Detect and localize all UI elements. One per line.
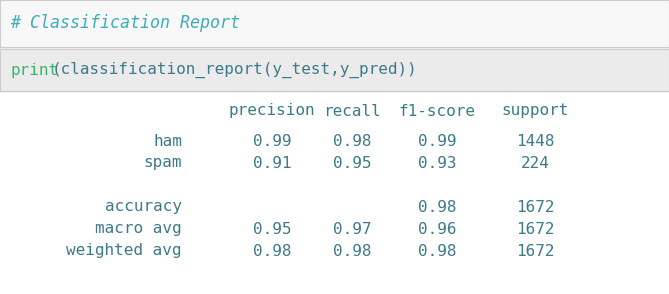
Bar xyxy=(0,93,669,294)
Text: 1672: 1672 xyxy=(516,221,554,236)
Text: # Classification Report: # Classification Report xyxy=(10,14,240,33)
Text: 0.93: 0.93 xyxy=(417,156,456,171)
Text: macro avg: macro avg xyxy=(96,221,182,236)
Text: ham: ham xyxy=(153,133,182,148)
Text: 1672: 1672 xyxy=(516,243,554,258)
Text: 0.98: 0.98 xyxy=(332,133,371,148)
Text: 224: 224 xyxy=(520,156,549,171)
Text: support: support xyxy=(501,103,569,118)
Text: accuracy: accuracy xyxy=(105,200,182,215)
Text: weighted avg: weighted avg xyxy=(66,243,182,258)
Text: 0.98: 0.98 xyxy=(253,243,291,258)
Text: 0.96: 0.96 xyxy=(417,221,456,236)
Text: 0.95: 0.95 xyxy=(332,156,371,171)
Text: print: print xyxy=(10,63,58,78)
Bar xyxy=(0,49,669,91)
Text: 1672: 1672 xyxy=(516,200,554,215)
Text: 0.98: 0.98 xyxy=(332,243,371,258)
Text: recall: recall xyxy=(323,103,381,118)
Text: (classification_report(y_test,y_pred)): (classification_report(y_test,y_pred)) xyxy=(52,62,417,78)
Text: 0.99: 0.99 xyxy=(417,133,456,148)
Text: precision: precision xyxy=(229,103,315,118)
Text: 0.98: 0.98 xyxy=(417,200,456,215)
Text: 0.91: 0.91 xyxy=(253,156,291,171)
Bar xyxy=(0,0,669,47)
Text: 1448: 1448 xyxy=(516,133,554,148)
Text: spam: spam xyxy=(143,156,182,171)
Text: 0.98: 0.98 xyxy=(417,243,456,258)
Text: 0.95: 0.95 xyxy=(253,221,291,236)
Text: 0.99: 0.99 xyxy=(253,133,291,148)
Text: f1-score: f1-score xyxy=(399,103,476,118)
Text: 0.97: 0.97 xyxy=(332,221,371,236)
